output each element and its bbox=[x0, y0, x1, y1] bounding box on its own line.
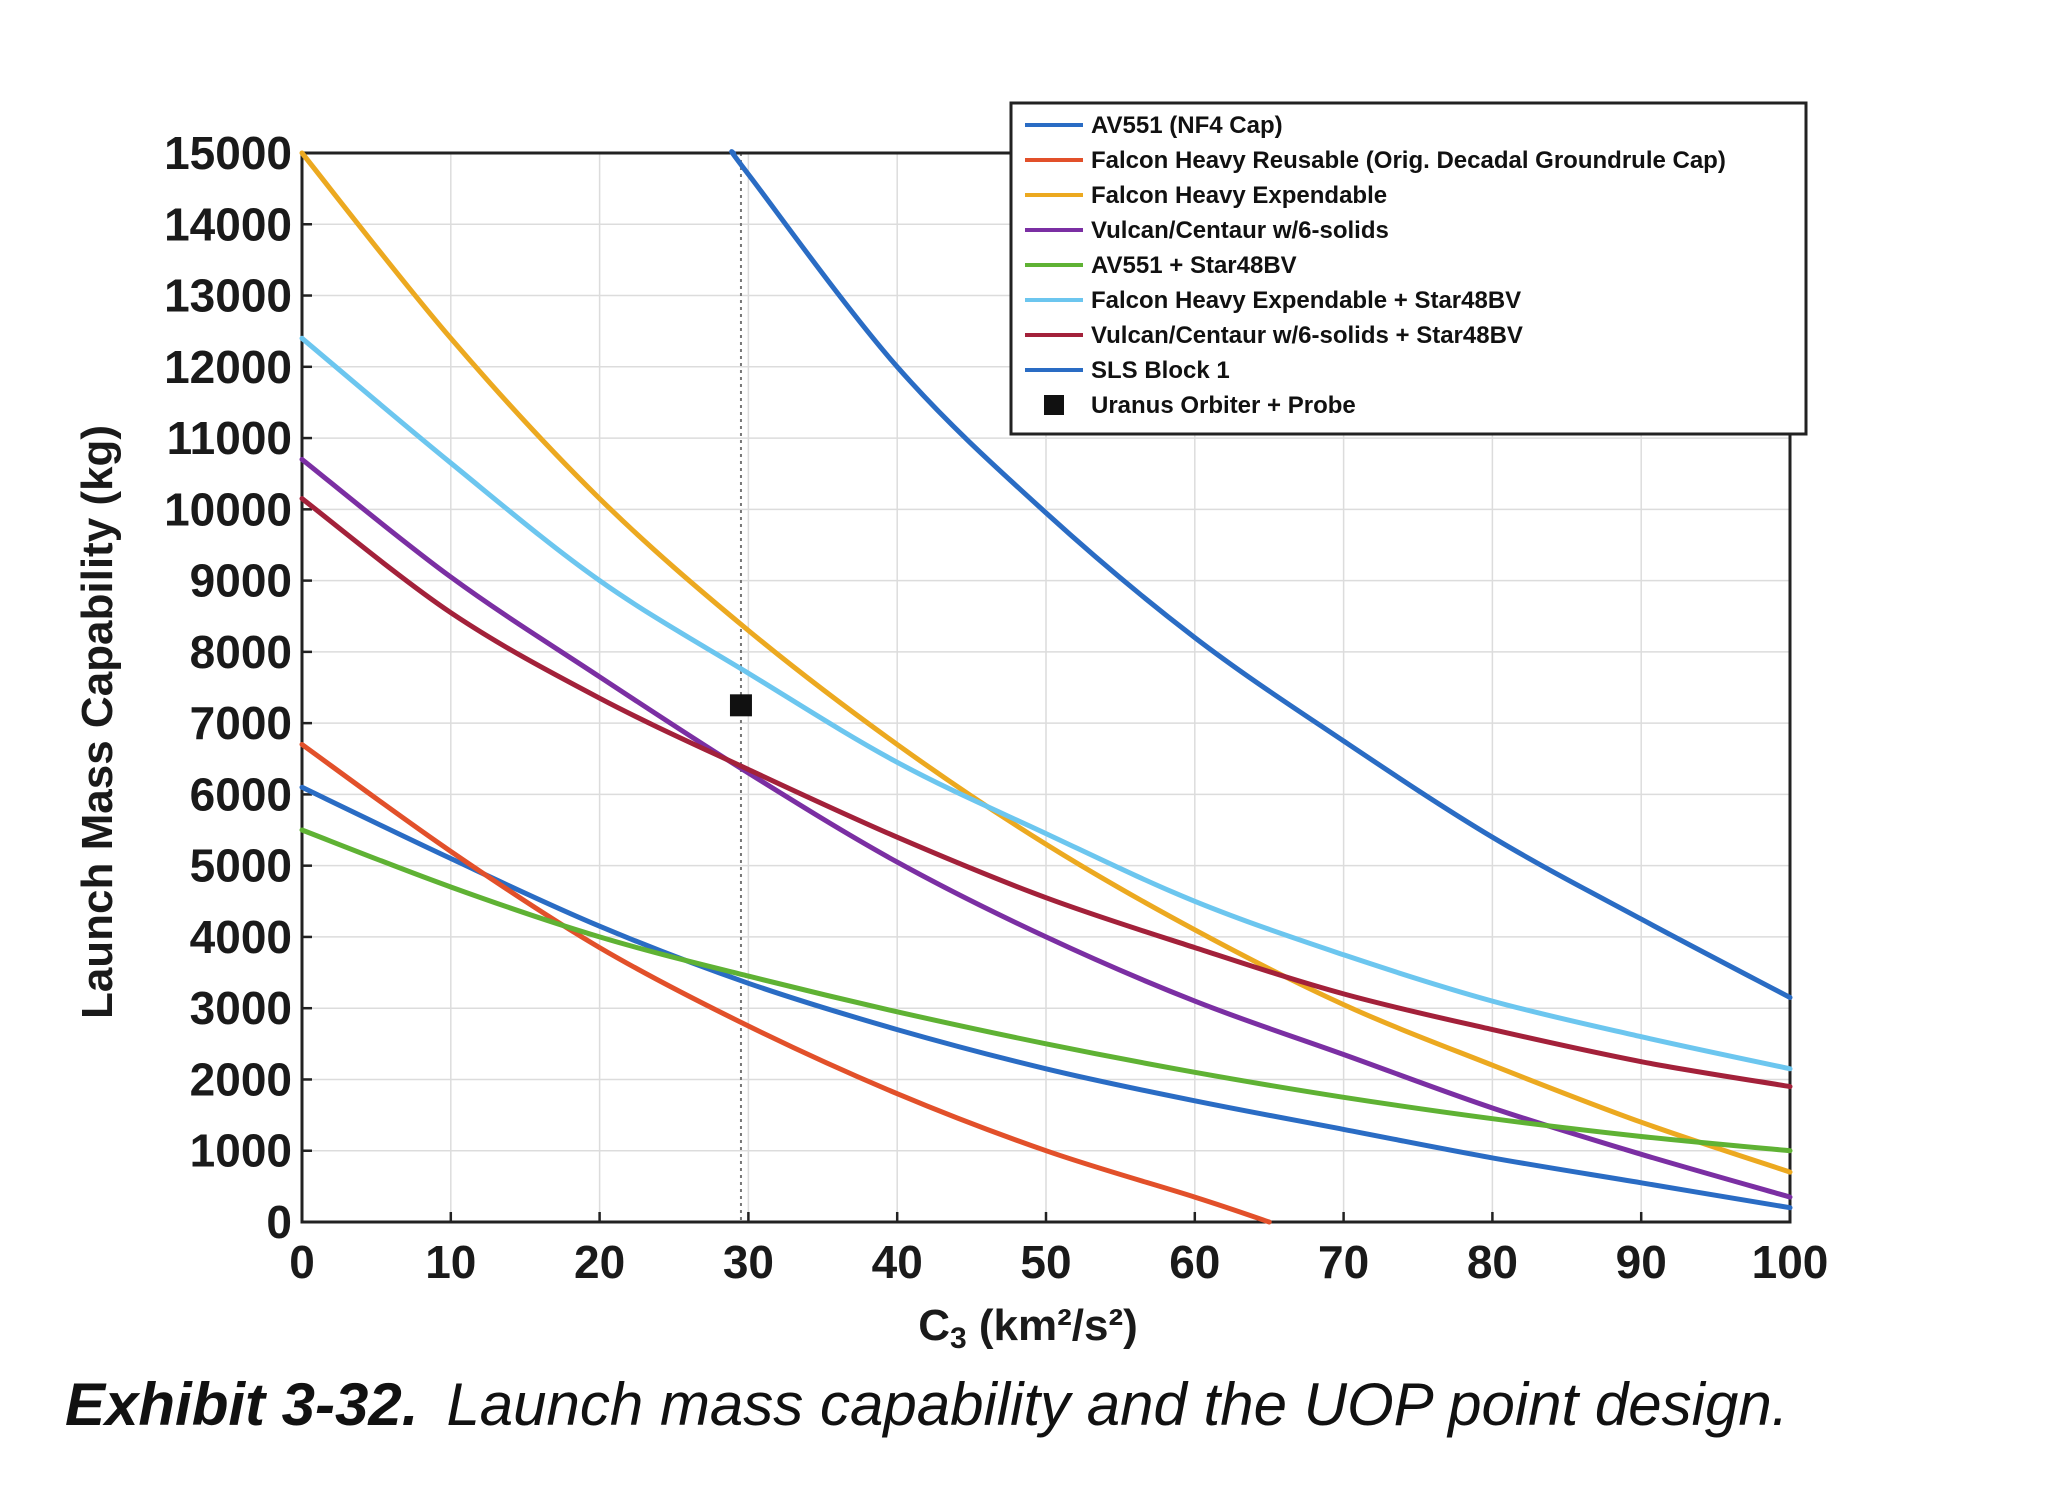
x-tick-label: 90 bbox=[1616, 1236, 1667, 1288]
y-tick-label: 4000 bbox=[190, 911, 292, 963]
legend-label: Vulcan/Centaur w/6-solids bbox=[1091, 217, 1389, 244]
legend-label: Falcon Heavy Expendable + Star48BV bbox=[1091, 287, 1521, 314]
x-tick-label: 100 bbox=[1752, 1236, 1829, 1288]
series-line-vulcan-centaur-w-6-solids-star48bv bbox=[299, 496, 1793, 1090]
legend-label: Uranus Orbiter + Probe bbox=[1091, 392, 1356, 419]
legend-label: Vulcan/Centaur w/6-solids + Star48BV bbox=[1091, 322, 1523, 349]
x-tick-label: 40 bbox=[872, 1236, 923, 1288]
x-tick-label: 80 bbox=[1467, 1236, 1518, 1288]
y-tick-label: 2000 bbox=[190, 1053, 292, 1105]
y-tick-label: 12000 bbox=[164, 341, 292, 393]
y-tick-label: 6000 bbox=[190, 768, 292, 820]
caption-text: Launch mass capability and the UOP point… bbox=[446, 1371, 1789, 1438]
x-axis-label-subscript: 3 bbox=[950, 1322, 967, 1355]
data-points bbox=[729, 694, 752, 717]
y-tick-label: 15000 bbox=[164, 127, 292, 179]
figure-caption: Exhibit 3-32. Launch mass capability and … bbox=[65, 1370, 1788, 1439]
y-tick-label: 7000 bbox=[190, 697, 292, 749]
x-axis-label-main: C bbox=[918, 1301, 950, 1350]
y-tick-label: 13000 bbox=[164, 270, 292, 322]
x-tick-label: 20 bbox=[574, 1236, 625, 1288]
x-axis-label-unit: (km²/s²) bbox=[967, 1301, 1138, 1350]
y-tick-label: 8000 bbox=[190, 626, 292, 678]
x-tick-label: 50 bbox=[1020, 1236, 1071, 1288]
series-line-sls-block-1 bbox=[729, 149, 1793, 1000]
legend-label: Falcon Heavy Expendable bbox=[1091, 182, 1387, 209]
y-tick-label: 9000 bbox=[190, 555, 292, 607]
series-line-av551-nf4-cap bbox=[299, 784, 1793, 1211]
series-line-vulcan-centaur-w-6-solids bbox=[299, 456, 1793, 1200]
legend-label: Falcon Heavy Reusable (Orig. Decadal Gro… bbox=[1091, 147, 1726, 174]
series-line-falcon-heavy-expendable-star48bv bbox=[299, 335, 1793, 1072]
y-tick-label: 10000 bbox=[164, 483, 292, 535]
series-line-falcon-heavy-expendable bbox=[299, 150, 1793, 1175]
y-axis-label: Launch Mass Capability (kg) bbox=[73, 425, 122, 1019]
series-lines bbox=[299, 149, 1793, 1225]
legend-label: AV551 (NF4 Cap) bbox=[1091, 112, 1283, 139]
legend-label: AV551 + Star48BV bbox=[1091, 252, 1297, 279]
y-tick-label: 14000 bbox=[164, 198, 292, 250]
y-tick-label: 3000 bbox=[190, 982, 292, 1034]
axes: 0 10 20 30 40 50 60 70 80 90 100010002000300040005… bbox=[164, 127, 1828, 1288]
y-tick-label: 5000 bbox=[190, 840, 292, 892]
x-axis-label: C3 (km²/s²) bbox=[918, 1301, 1138, 1355]
legend-label: SLS Block 1 bbox=[1091, 357, 1230, 384]
series-line-falcon-heavy-reusable-orig-decadal-groundrule-cap bbox=[299, 742, 1272, 1225]
y-tick-label: 1000 bbox=[190, 1125, 292, 1177]
legend-marker bbox=[1044, 395, 1064, 415]
caption-label: Exhibit 3-32. bbox=[65, 1371, 419, 1438]
x-tick-label: 30 bbox=[723, 1236, 774, 1288]
x-tick-label: 70 bbox=[1318, 1236, 1369, 1288]
x-tick-label: 10 bbox=[425, 1236, 476, 1288]
y-tick-label: 0 bbox=[266, 1196, 292, 1248]
series-line-av551-star48bv bbox=[299, 827, 1793, 1154]
legend-box bbox=[1009, 101, 1808, 436]
x-tick-label: 0 bbox=[289, 1236, 315, 1288]
x-tick-label: 60 bbox=[1169, 1236, 1220, 1288]
legend: AV551 (NF4 Cap) Falcon Heavy Reusable (Or… bbox=[1009, 101, 1808, 436]
y-tick-label: 11000 bbox=[167, 412, 292, 464]
point-marker-uranus-orbiter-probe bbox=[729, 694, 752, 717]
